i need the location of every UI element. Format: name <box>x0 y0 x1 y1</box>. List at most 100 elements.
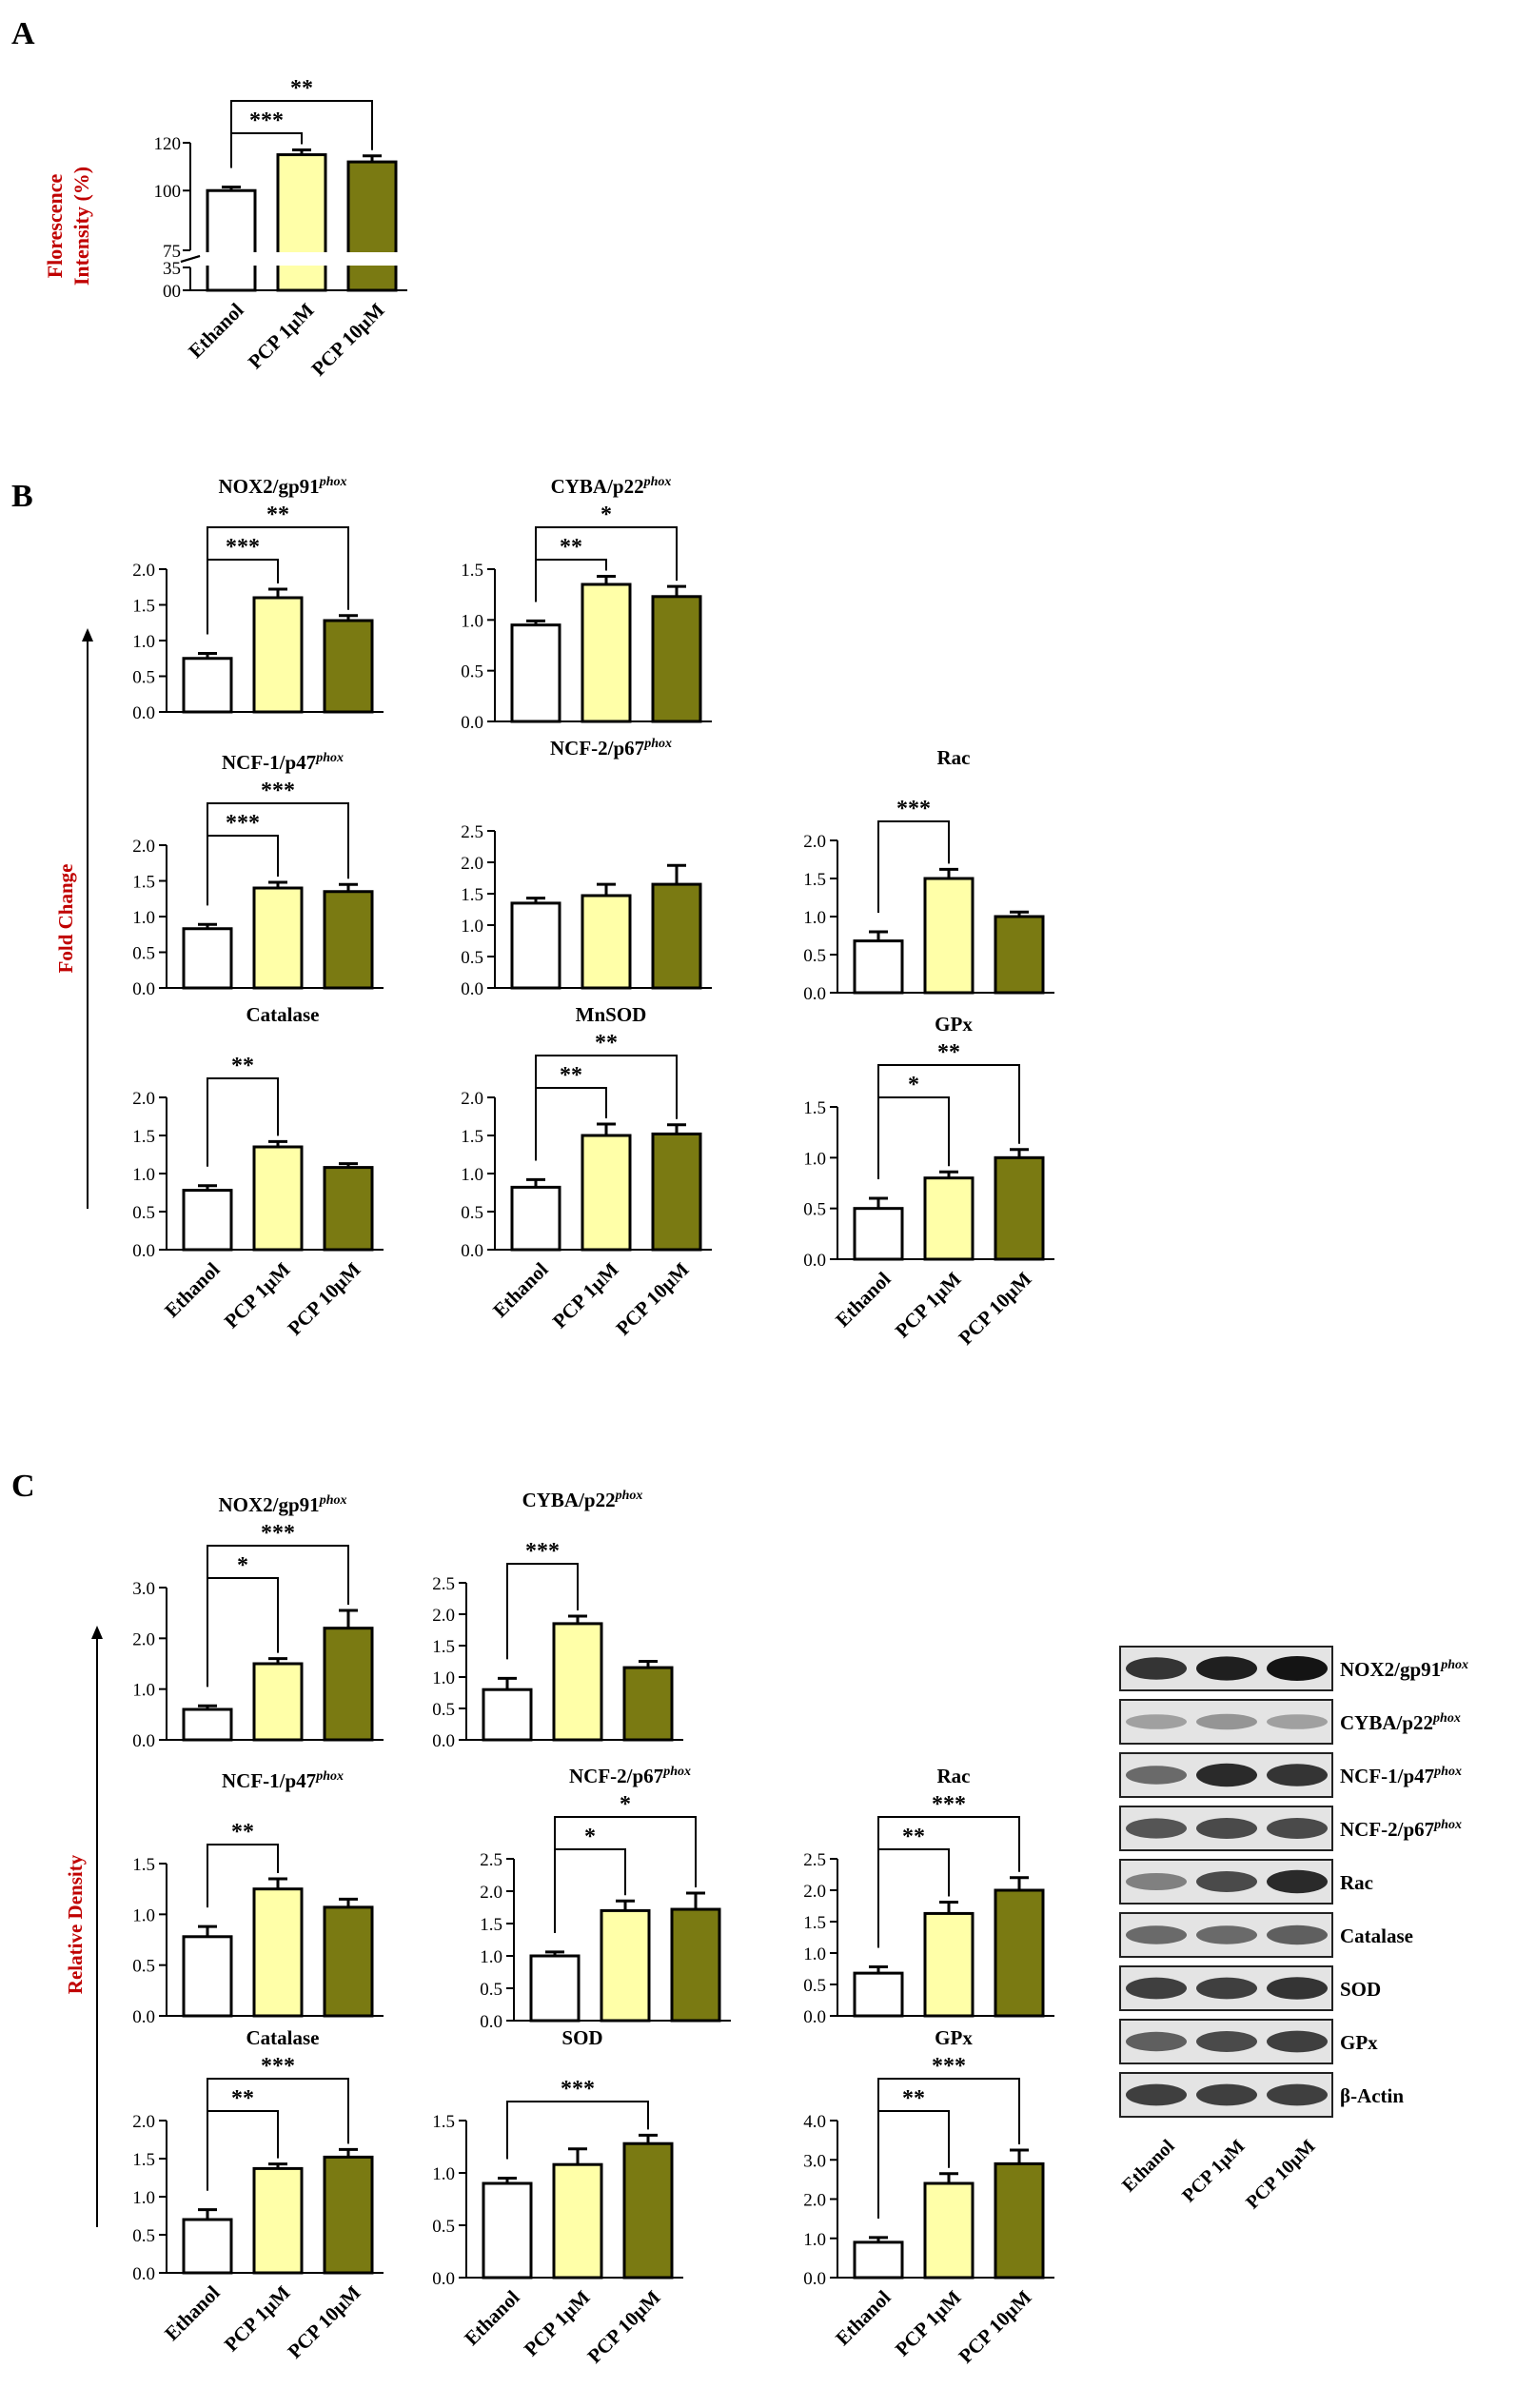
bar-ethanol <box>529 1954 581 2023</box>
significance-bracket: * <box>535 503 678 602</box>
y-tick-label: 1.5 <box>461 1127 483 1147</box>
significance-bracket: * <box>877 1073 950 1179</box>
bar-pcp-1um <box>923 877 975 995</box>
significance-label: ** <box>937 1040 960 1065</box>
y-tick-label: 1.0 <box>803 1149 826 1169</box>
blot-band <box>1267 1714 1328 1729</box>
significance-label: ** <box>902 2086 925 2111</box>
significance-label: *** <box>261 779 295 803</box>
x-tick-label: PCP 10µM <box>283 1257 364 1339</box>
x-tick-label: Ethanol <box>831 1267 895 1331</box>
bar-pcp-10um <box>323 619 374 714</box>
bar-pcp-1um <box>552 1622 603 1742</box>
y-tick-label: 1.5 <box>132 1855 155 1875</box>
y-tick-label: 0.5 <box>803 1976 826 1996</box>
y-tick-label: 0.5 <box>461 948 483 968</box>
significance-label: *** <box>932 2054 966 2079</box>
significance-bracket: ** <box>207 1054 279 1167</box>
significance-bracket: ** <box>230 76 373 168</box>
y-tick-label: 1.5 <box>480 1915 502 1935</box>
significance-label: *** <box>261 2054 295 2079</box>
significance-label: ** <box>560 535 582 560</box>
bar-pcp-1um <box>923 2181 975 2280</box>
significance-bracket: *** <box>506 2077 649 2160</box>
bar-pcp-10um <box>323 1166 374 1252</box>
y-tick-label: 0.5 <box>432 1700 455 1720</box>
y-tick-label: 1.0 <box>132 1681 155 1701</box>
blot-row: Rac <box>1119 1859 1373 1905</box>
bar-pcp-10um <box>994 2161 1045 2280</box>
significance-bracket: ** <box>207 2086 279 2191</box>
chart-title: Rac <box>937 1765 971 1787</box>
significance-label: *** <box>226 535 260 560</box>
y-tick-label: 1.0 <box>461 1165 483 1185</box>
significance-label: ** <box>902 1825 925 1849</box>
y-tick-label: 0.0 <box>132 703 155 723</box>
y-tick-label: 2.0 <box>432 1606 455 1626</box>
y-tick-label: 1.0 <box>132 908 155 928</box>
bar-pcp-10um <box>670 1907 721 2023</box>
significance-bracket: *** <box>207 811 279 906</box>
chart-title: Catalase <box>246 2026 320 2049</box>
chart-title: NCF-1/p47phox <box>222 751 344 774</box>
bar-pcp-1um <box>581 582 632 723</box>
blot-band <box>1196 1871 1257 1892</box>
bar-pcp-1um <box>252 886 304 990</box>
bar-pcp-1um <box>581 894 632 990</box>
y-tick-label: 0.0 <box>461 713 483 733</box>
significance-label: * <box>908 1073 919 1097</box>
bar-ethanol <box>853 1207 904 1261</box>
blot-row: GPx <box>1119 2019 1378 2064</box>
blot-band <box>1267 1818 1328 1839</box>
y-tick-label: 120 <box>154 134 182 154</box>
panel-c-ylabel-arrowhead <box>91 1626 103 1639</box>
significance-bracket: ** <box>535 1031 678 1161</box>
y-tick-label: 1.5 <box>132 2150 155 2170</box>
significance-bracket: ** <box>877 1040 1020 1179</box>
significance-bracket: * <box>554 1792 697 1933</box>
y-tick-label: 1.5 <box>803 1098 826 1118</box>
chart-title: NOX2/gp91phox <box>219 475 347 498</box>
blot-lane-label: PCP 1µM <box>1178 2136 1249 2206</box>
blot-band <box>1267 1656 1328 1681</box>
bar-pcp-1um <box>923 1911 975 2018</box>
x-tick-label: Ethanol <box>160 1257 224 1321</box>
panel-label-a: A <box>11 16 35 51</box>
bar-pcp-10um <box>323 890 374 990</box>
y-tick-label: 1.0 <box>132 1905 155 1925</box>
y-tick-label: 1.0 <box>803 2230 826 2250</box>
blot-band <box>1126 1714 1187 1729</box>
chart-title: NOX2/gp91phox <box>219 1493 347 1516</box>
bar-pcp-10um <box>323 1905 374 2018</box>
y-tick-label: 4.0 <box>803 2112 826 2132</box>
bar-pcp-1um <box>276 153 327 292</box>
y-tick-label: 0.0 <box>461 979 483 999</box>
y-tick-label: 1.0 <box>480 1947 502 1967</box>
bar-ethanol <box>182 1707 233 1742</box>
y-tick-label: 1.5 <box>432 2112 455 2132</box>
significance-bracket: *** <box>207 2054 349 2191</box>
y-tick-label: 75 <box>163 242 181 262</box>
panel-b-ylabel-arrowhead <box>82 628 93 641</box>
blot-band <box>1126 1766 1187 1785</box>
blot-band <box>1126 1977 1187 2000</box>
y-tick-label: 0.5 <box>432 2217 455 2237</box>
blot-row-label: Rac <box>1340 1871 1373 1894</box>
y-tick-label: 2.5 <box>480 1850 502 1870</box>
chart-title: NCF-2/p67phox <box>569 1765 691 1787</box>
significance-bracket: *** <box>877 1792 1020 1948</box>
significance-bracket: *** <box>877 2054 1020 2219</box>
blot-row: β-Actin <box>1119 2072 1404 2118</box>
y-tick-label: 1.0 <box>803 1944 826 1964</box>
significance-label: *** <box>932 1792 966 1817</box>
x-tick-label: Ethanol <box>488 1257 552 1321</box>
bar-ethanol <box>182 2218 233 2275</box>
panel-label-c: C <box>11 1469 35 1504</box>
x-tick-label: PCP 1µM <box>891 2285 966 2360</box>
y-tick-label: 1.5 <box>461 885 483 905</box>
y-tick-label: 1.0 <box>132 632 155 652</box>
x-tick-label: PCP 1µM <box>220 2280 295 2356</box>
